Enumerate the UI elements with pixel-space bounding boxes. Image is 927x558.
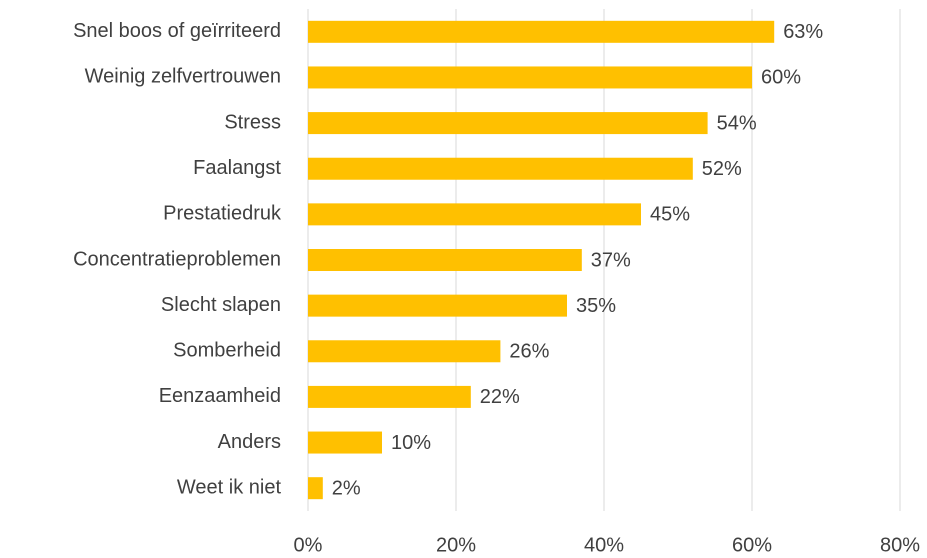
y-tick-label: Prestatiedruk (163, 203, 282, 225)
y-tick-label: Weet ik niet (177, 476, 282, 498)
value-label: 37% (591, 249, 631, 271)
y-tick-label: Slecht slapen (161, 294, 281, 316)
bar (308, 112, 708, 135)
x-tick-label: 20% (436, 534, 476, 556)
bar (308, 477, 323, 500)
bar (308, 294, 567, 317)
value-label: 60% (761, 67, 801, 89)
y-tick-label: Faalangst (193, 157, 281, 179)
y-tick-label: Somberheid (173, 340, 281, 362)
y-tick-label: Weinig zelfvertrouwen (85, 66, 281, 88)
x-tick-label: 0% (294, 534, 323, 556)
y-tick-label: Eenzaamheid (159, 385, 281, 407)
value-label: 35% (576, 295, 616, 317)
bar (308, 340, 501, 363)
bar (308, 431, 382, 454)
x-tick-label: 40% (584, 534, 624, 556)
bar (308, 385, 471, 408)
bar (308, 20, 775, 43)
x-tick-label: 60% (732, 534, 772, 556)
y-tick-label: Stress (224, 111, 281, 133)
value-label: 45% (650, 204, 690, 226)
bar (308, 157, 693, 180)
value-label: 26% (509, 341, 549, 363)
y-tick-label: Concentratieproblemen (73, 248, 281, 270)
value-label: 22% (480, 386, 520, 408)
bar (308, 66, 752, 89)
bar (308, 249, 582, 271)
value-label: 10% (391, 432, 431, 454)
value-label: 2% (332, 477, 361, 499)
bar (308, 203, 641, 226)
value-label: 54% (717, 112, 757, 134)
value-label: 52% (702, 158, 742, 180)
y-tick-label: Anders (218, 431, 281, 453)
y-tick-label: Snel boos of geïrriteerd (73, 20, 281, 42)
value-label: 63% (783, 21, 823, 43)
x-tick-label: 80% (880, 534, 920, 556)
